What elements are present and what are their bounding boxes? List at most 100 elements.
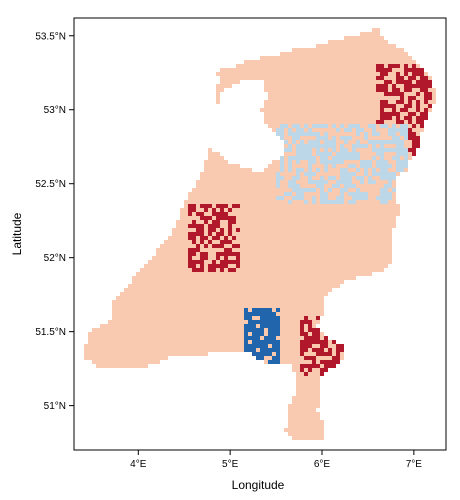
map-cell <box>308 176 312 180</box>
map-cell <box>276 212 280 216</box>
map-cell <box>260 324 264 328</box>
map-cell <box>360 156 364 160</box>
map-cell <box>164 276 168 280</box>
map-cell <box>140 356 144 360</box>
map-cell <box>272 192 276 196</box>
map-cell <box>112 336 116 340</box>
map-cell <box>372 112 376 116</box>
map-cell <box>304 340 308 344</box>
map-cell <box>204 200 208 204</box>
map-cell <box>372 108 376 112</box>
map-cell <box>368 232 372 236</box>
map-cell <box>216 156 220 160</box>
map-cell <box>308 336 312 340</box>
map-cell <box>352 252 356 256</box>
map-cell <box>336 92 340 96</box>
map-cell <box>308 92 312 96</box>
map-cell <box>260 292 264 296</box>
map-cell <box>152 340 156 344</box>
map-cell <box>132 352 136 356</box>
map-cell <box>348 72 352 76</box>
map-cell <box>300 128 304 132</box>
map-cell <box>320 224 324 228</box>
map-cell <box>304 168 308 172</box>
map-cell <box>200 292 204 296</box>
map-cell <box>172 320 176 324</box>
map-cell <box>376 180 380 184</box>
map-cell <box>256 344 260 348</box>
map-cell <box>320 216 324 220</box>
map-cell <box>352 216 356 220</box>
map-cell <box>220 264 224 268</box>
map-cell <box>252 284 256 288</box>
map-cell <box>408 92 412 96</box>
map-cell <box>220 196 224 200</box>
map-cell <box>356 52 360 56</box>
map-cell <box>200 260 204 264</box>
map-cell <box>256 276 260 280</box>
map-cell <box>156 304 160 308</box>
map-cell <box>384 232 388 236</box>
map-cell <box>336 180 340 184</box>
map-cell <box>216 280 220 284</box>
map-cell <box>388 144 392 148</box>
map-cell <box>152 284 156 288</box>
map-cell <box>384 80 388 84</box>
map-cell <box>276 280 280 284</box>
map-cell <box>392 56 396 60</box>
map-cell <box>356 220 360 224</box>
map-cell <box>208 200 212 204</box>
map-cell <box>344 108 348 112</box>
map-cell <box>136 336 140 340</box>
map-cell <box>180 268 184 272</box>
map-cell <box>372 36 376 40</box>
map-cell <box>300 116 304 120</box>
map-cell <box>96 352 100 356</box>
map-cell <box>244 324 248 328</box>
map-cell <box>348 148 352 152</box>
map-cell <box>344 48 348 52</box>
map-cell <box>128 344 132 348</box>
map-cell <box>336 120 340 124</box>
map-cell <box>280 176 284 180</box>
map-cell <box>308 208 312 212</box>
map-cell <box>160 280 164 284</box>
map-cell <box>96 344 100 348</box>
map-cell <box>304 308 308 312</box>
map-cell <box>372 144 376 148</box>
map-cell <box>328 200 332 204</box>
map-cell <box>204 160 208 164</box>
map-cell <box>384 76 388 80</box>
map-cell <box>104 340 108 344</box>
map-cell <box>356 268 360 272</box>
map-cell <box>356 104 360 108</box>
map-cell <box>232 212 236 216</box>
map-cell <box>308 392 312 396</box>
map-cell <box>196 264 200 268</box>
map-cell <box>384 40 388 44</box>
map-cell <box>200 344 204 348</box>
map-cell <box>248 196 252 200</box>
map-cell <box>180 248 184 252</box>
map-cell <box>296 344 300 348</box>
map-cell <box>388 56 392 60</box>
map-cell <box>352 112 356 116</box>
map-cell <box>396 136 400 140</box>
map-cell <box>160 356 164 360</box>
map-cell <box>196 192 200 196</box>
map-cell <box>320 208 324 212</box>
map-cell <box>376 40 380 44</box>
map-cell <box>284 124 288 128</box>
map-cell <box>248 244 252 248</box>
map-cell <box>376 32 380 36</box>
map-cell <box>312 368 316 372</box>
map-cell <box>356 216 360 220</box>
map-cell <box>132 276 136 280</box>
map-cell <box>212 328 216 332</box>
map-cell <box>232 272 236 276</box>
map-cell <box>132 316 136 320</box>
map-cell <box>248 172 252 176</box>
map-cell <box>124 332 128 336</box>
map-cell <box>376 60 380 64</box>
